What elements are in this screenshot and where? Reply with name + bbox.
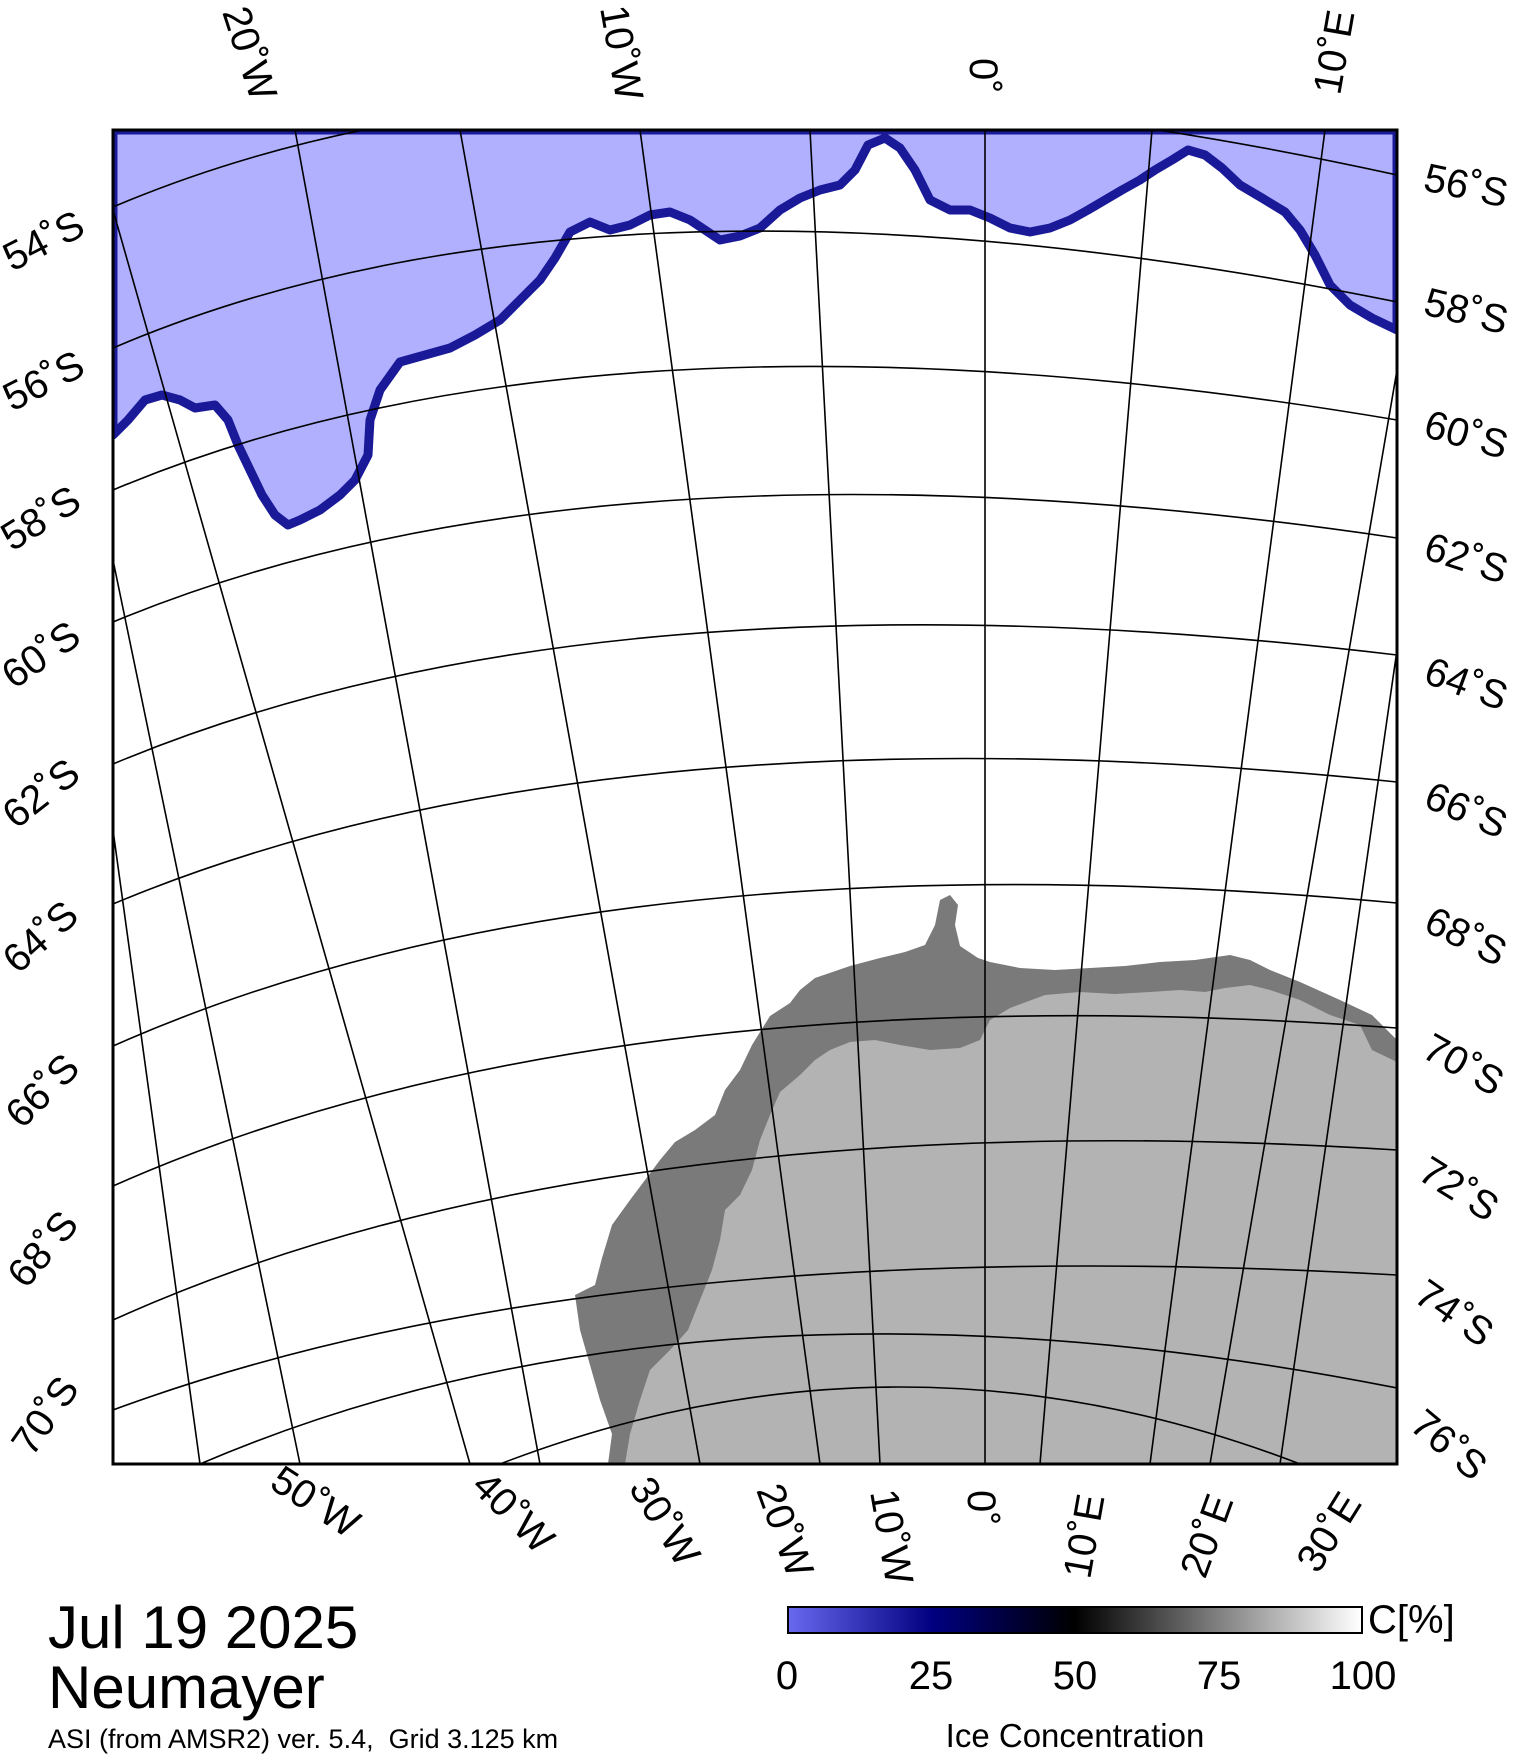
antarctic-land-region [625,985,1397,1464]
left-lat-labels: 54˚S 56˚S 58˚S 60˚S 62˚S 64˚S 66˚S 68˚S … [0,202,91,1463]
lon-label-bottom-10e: 10˚E [1056,1491,1114,1582]
lat-label-left-58s: 58˚S [0,478,88,560]
lon-label-bottom-50w: 50˚W [263,1458,367,1547]
data-source-note: ASI (from AMSR2) ver. 5.4, Grid 3.125 km [48,1724,559,1754]
colorbar-tick-label: 25 [908,1654,954,1698]
lat-label-right-56s: 56˚S [1420,156,1512,217]
lat-label-right-58s: 58˚S [1420,280,1513,343]
lon-label-top-0: 0˚ [961,58,1005,94]
lat-label-right-62s: 62˚S [1419,525,1513,593]
top-lon-labels: 20˚W 10˚W 0˚ 10˚E [213,1,1363,106]
map-date: Jul 19 2025 [48,1594,359,1661]
colorbar-tick-label: 100 [1329,1654,1397,1698]
lat-label-left-54s: 54˚S [0,202,91,280]
colorbar-tick-label: 75 [1196,1654,1242,1698]
lat-label-right-72s: 72˚S [1411,1148,1506,1230]
open-water-region [113,130,1397,530]
graticule-meridians [113,130,1397,1464]
colorbar-tick-label: 0 [775,1654,799,1698]
lon-label-bottom-40w: 40˚W [464,1463,563,1562]
lon-label-top-10e: 10˚E [1306,7,1364,98]
lon-label-top-20w: 20˚W [213,1,284,106]
map-frame [111,128,1399,1466]
lon-label-bottom-20e: 20˚E [1172,1489,1242,1583]
station-name: Neumayer [48,1654,325,1721]
ice-concentration-colorbar [787,1606,1363,1634]
colorbar-unit: C[%] [1368,1598,1455,1642]
lon-label-bottom-30w: 30˚W [620,1469,708,1574]
lat-label-left-64s: 64˚S [0,892,87,981]
lat-label-left-66s: 66˚S [0,1046,88,1137]
colorbar-title: Ice Concentration [945,1717,1205,1754]
lat-label-left-60s: 60˚S [0,613,88,698]
lat-label-left-56s: 56˚S [0,342,91,420]
lat-label-right-60s: 60˚S [1420,402,1513,468]
lat-label-left-62s: 62˚S [0,750,88,837]
lat-label-right-66s: 66˚S [1418,774,1513,848]
bottom-lon-labels: 50˚W 40˚W 30˚W 20˚W 10˚W 0˚ 10˚E 20˚E 30… [263,1458,1370,1588]
lat-label-left-70s: 70˚S [3,1369,88,1463]
lon-label-bottom-10w: 10˚W [861,1486,921,1588]
lat-label-right-68s: 68˚S [1418,899,1513,976]
lon-label-bottom-30e: 30˚E [1288,1485,1370,1580]
colorbar-tick-label: 50 [1052,1654,1098,1698]
right-lat-labels: 56˚S 58˚S 60˚S 62˚S 64˚S 66˚S 68˚S 70˚S … [1402,156,1513,1489]
lat-label-right-64s: 64˚S [1419,649,1513,719]
lat-label-left-68s: 68˚S [0,1203,87,1296]
lon-label-bottom-0: 0˚ [959,1490,1003,1526]
lat-label-right-74s: 74˚S [1407,1271,1501,1356]
lon-label-bottom-20w: 20˚W [748,1478,822,1583]
lat-label-right-76s: 76˚S [1402,1401,1495,1489]
lon-label-top-10w: 10˚W [591,2,651,104]
lat-label-right-70s: 70˚S [1416,1025,1511,1104]
graticule-latitudes [113,130,1397,1464]
